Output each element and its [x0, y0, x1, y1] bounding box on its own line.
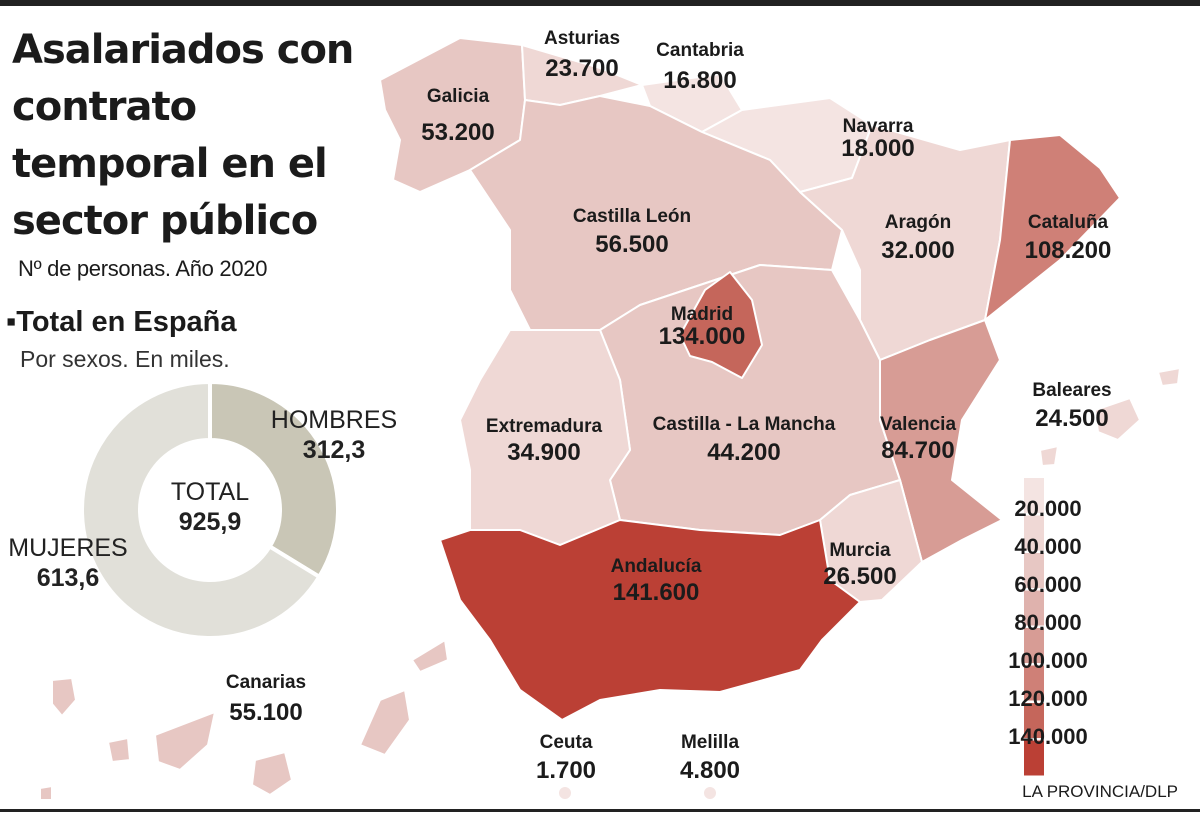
region-value-ceuta: 1.700 [536, 757, 596, 784]
region-name-navarra: Navarra [843, 116, 914, 137]
donut-chart [80, 379, 340, 640]
legend-label: 60.000 [1014, 572, 1081, 597]
legend-swatch [1024, 515, 1044, 551]
legend-swatch [1024, 740, 1044, 776]
region-value-extremadura: 34.900 [507, 439, 580, 466]
region-value-castilla-la-mancha: 44.200 [707, 439, 780, 466]
donut-total-label: TOTAL [171, 478, 249, 506]
region-name-extremadura: Extremadura [486, 416, 603, 437]
region-value-andalucia: 141.600 [613, 579, 700, 606]
region-value-cataluna: 108.200 [1025, 237, 1112, 264]
region-value-murcia: 26.500 [823, 563, 896, 590]
legend-label: 20.000 [1014, 496, 1081, 521]
region-value-asturias: 23.700 [545, 55, 618, 82]
donut-title: ▪Total en España [6, 306, 237, 338]
donut-mujeres-label: MUJERES [8, 534, 127, 562]
legend-label: 40.000 [1014, 534, 1081, 559]
region-extremadura [459, 329, 631, 546]
credit: LA PROVINCIA/DLP [1022, 782, 1178, 801]
region-value-cantabria: 16.800 [663, 67, 736, 94]
region-value-galicia: 53.200 [421, 119, 494, 146]
region-name-baleares: Baleares [1032, 380, 1111, 401]
region-value-aragon: 32.000 [881, 237, 954, 264]
donut-segment-mujeres [80, 379, 322, 640]
legend: 20.000 40.000 60.000 80.000 100.000 120.000 14… [1008, 478, 1088, 776]
region-value-castilla-leon: 56.500 [595, 231, 668, 258]
region-value-navarra: 18.000 [841, 135, 914, 162]
donut-mujeres-value: 613,6 [37, 564, 100, 592]
region-baleares [1039, 367, 1181, 467]
region-name-andalucia: Andalucía [611, 556, 702, 577]
region-madrid [679, 271, 763, 379]
region-andalucia [439, 519, 861, 721]
donut-segment-hombres [208, 379, 340, 580]
region-value-madrid: 134.000 [659, 323, 746, 350]
region-ceuta [557, 785, 573, 801]
legend-swatch [1024, 628, 1044, 663]
region-melilla [702, 785, 718, 801]
region-value-melilla: 4.800 [680, 757, 740, 784]
legend-label: 140.000 [1008, 724, 1088, 749]
region-name-cantabria: Cantabria [656, 40, 744, 61]
region-name-asturias: Asturias [544, 28, 620, 49]
region-name-cataluna: Cataluña [1028, 212, 1109, 233]
region-value-baleares: 24.500 [1035, 405, 1108, 432]
region-name-ceuta: Ceuta [540, 732, 593, 753]
legend-swatch [1024, 478, 1044, 513]
legend-swatch [1024, 665, 1044, 701]
donut-hombres-value: 312,3 [303, 436, 366, 464]
legend-swatch [1024, 590, 1044, 626]
top-rule [0, 0, 1200, 6]
region-valencia [879, 319, 1003, 563]
region-name-canarias: Canarias [226, 672, 306, 693]
region-name-castilla-la-mancha: Castilla - La Mancha [653, 414, 836, 435]
region-value-valencia: 84.700 [881, 437, 954, 464]
legend-label: 100.000 [1008, 648, 1088, 673]
region-cataluna [984, 134, 1121, 321]
donut-subtitle: Por sexos. En miles. [20, 346, 230, 372]
region-name-galicia: Galicia [427, 86, 490, 107]
legend-label: 120.000 [1008, 686, 1088, 711]
donut-hombres-label: HOMBRES [271, 406, 397, 434]
legend-swatch [1024, 703, 1044, 738]
page-title: Asalariados con contrato temporal en el … [12, 27, 354, 244]
subtitle: Nº de personas. Año 2020 [18, 256, 268, 281]
region-name-aragon: Aragón [885, 212, 952, 233]
legend-swatch [1024, 553, 1044, 588]
region-name-valencia: Valencia [880, 414, 956, 435]
region-name-melilla: Melilla [681, 732, 740, 753]
region-canarias [39, 639, 449, 801]
legend-label: 80.000 [1014, 610, 1081, 635]
region-name-madrid: Madrid [671, 304, 733, 325]
region-value-canarias: 55.100 [229, 699, 302, 726]
region-name-murcia: Murcia [829, 540, 891, 561]
donut-title-text: Total en España [16, 306, 237, 338]
donut-total-value: 925,9 [179, 508, 242, 536]
bottom-rule [0, 809, 1200, 812]
region-name-castilla-leon: Castilla León [573, 206, 691, 227]
